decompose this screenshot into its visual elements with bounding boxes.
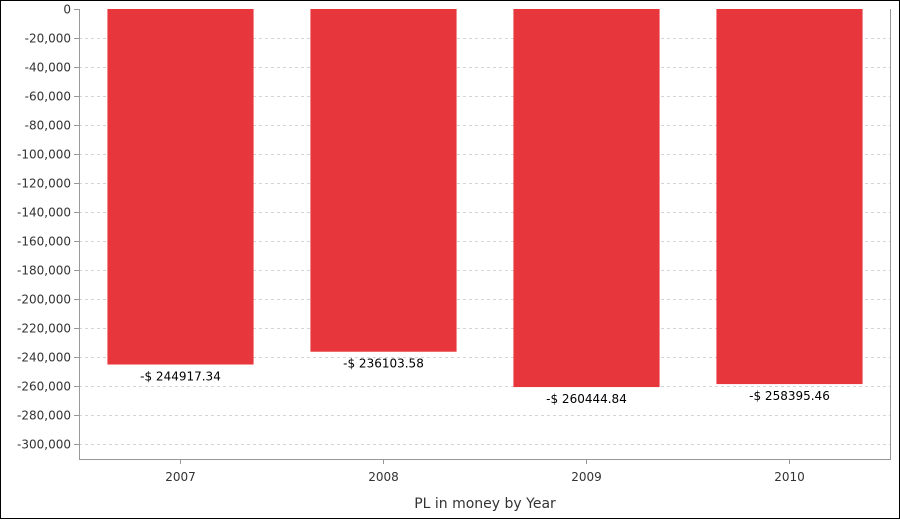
bar	[716, 9, 863, 385]
y-tick-label: -20,000	[25, 32, 71, 46]
data-label: -$ 244917.34	[140, 370, 221, 384]
bars	[107, 9, 863, 388]
y-tick-label: -140,000	[17, 206, 71, 220]
y-tick-label: -60,000	[25, 90, 71, 104]
x-tick-label: 2009	[571, 470, 602, 484]
bar	[107, 9, 254, 365]
x-axis-tick-labels: 2007 2008 2009 2010	[165, 470, 805, 484]
y-tick-label: -120,000	[17, 177, 71, 191]
data-label: -$ 258395.46	[749, 389, 830, 403]
x-axis-title: PL in money by Year	[414, 496, 556, 512]
bar	[310, 9, 457, 352]
y-tick-label: -280,000	[17, 409, 71, 423]
x-tick-label: 2010	[774, 470, 805, 484]
y-tick-label: -260,000	[17, 380, 71, 394]
y-tick-label: -220,000	[17, 322, 71, 336]
x-tick-label: 2008	[368, 470, 399, 484]
y-tick-label: -160,000	[17, 235, 71, 249]
axes	[74, 9, 891, 464]
y-tick-label: -300,000	[17, 438, 71, 452]
y-axis-tick-labels: 0 -20,000 -40,000 -60,000 -80,000 -100,000 -12…	[17, 3, 71, 452]
y-tick-label: -40,000	[25, 61, 71, 75]
y-tick-label: -100,000	[17, 148, 71, 162]
data-label: -$ 236103.58	[343, 357, 424, 371]
y-tick-label: -80,000	[25, 119, 71, 133]
data-label: -$ 260444.84	[546, 392, 627, 406]
bar	[513, 9, 660, 388]
y-tick-label: 0	[63, 3, 71, 17]
x-tick-label: 2007	[165, 470, 196, 484]
data-labels: -$ 244917.34 -$ 236103.58 -$ 260444.84 -$ 2…	[140, 357, 830, 406]
y-tick-label: -200,000	[17, 293, 71, 307]
y-tick-label: -180,000	[17, 264, 71, 278]
y-tick-label: -240,000	[17, 351, 71, 365]
